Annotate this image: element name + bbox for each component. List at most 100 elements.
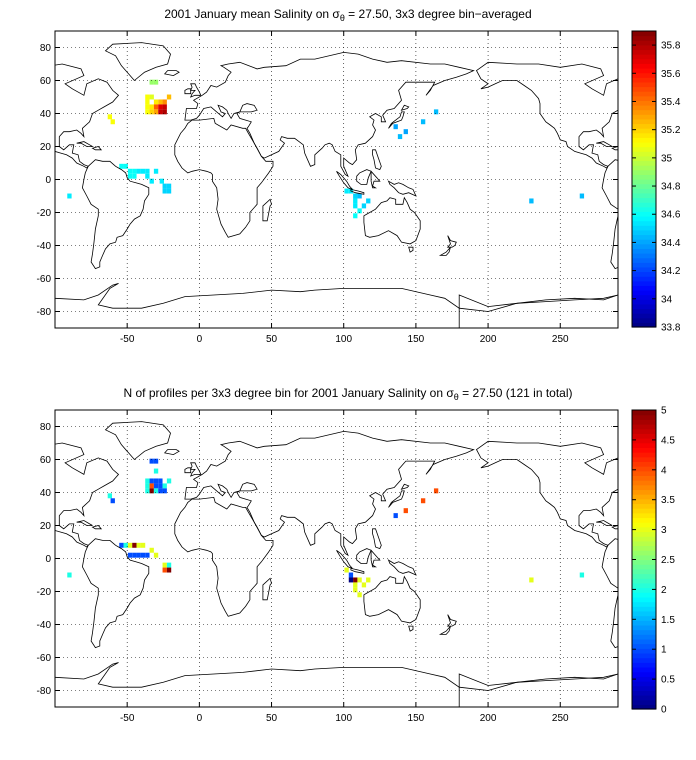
- coastline: [91, 525, 103, 530]
- coastline: [356, 548, 372, 564]
- data-cell: [149, 79, 154, 85]
- coastline: [475, 440, 618, 548]
- colorbar-swatch: [632, 72, 656, 78]
- coastline: [370, 549, 381, 568]
- chart-title: 2001 January mean Salinity on σθ = 27.50…: [164, 7, 531, 23]
- coastline: [446, 614, 457, 627]
- y-tick-label: 40: [40, 109, 52, 120]
- x-tick-label: -50: [120, 713, 135, 724]
- map-content: [55, 410, 696, 707]
- colorbar-swatch: [632, 179, 656, 185]
- data-cell: [159, 178, 164, 184]
- colorbar-tick-label: 34.6: [661, 210, 681, 221]
- colorbar-swatch: [632, 308, 656, 314]
- data-cell: [162, 109, 167, 115]
- coastline: [76, 520, 93, 526]
- coastline: [184, 467, 192, 474]
- colorbar-swatch: [632, 410, 656, 416]
- colorbar-swatch: [632, 438, 656, 444]
- data-cell: [149, 94, 154, 100]
- colorbar-swatch: [632, 280, 656, 286]
- colorbar-swatch: [632, 522, 656, 528]
- coastline: [400, 104, 410, 111]
- data-cell: [162, 567, 167, 573]
- data-cell: [166, 478, 172, 484]
- colorbar-swatch: [632, 40, 656, 46]
- data-cell: [153, 109, 159, 115]
- colorbar-swatch: [632, 484, 656, 491]
- colorbar-tick-label: 2.5: [661, 555, 675, 566]
- data-cell: [403, 508, 408, 514]
- x-tick-label: 100: [335, 334, 352, 345]
- data-cell: [119, 542, 124, 548]
- coastline: [684, 450, 696, 455]
- data-cell: [145, 488, 150, 494]
- colorbar-swatch: [632, 225, 656, 231]
- colorbar-swatch: [632, 49, 656, 55]
- data-cell: [420, 498, 426, 504]
- data-cell: [145, 483, 150, 489]
- data-cell: [353, 582, 358, 588]
- colorbar-swatch: [632, 262, 656, 268]
- coastline: [350, 567, 365, 574]
- data-cell: [140, 542, 146, 548]
- data-cell: [403, 129, 408, 135]
- colorbar-frame: [631, 30, 657, 328]
- colorbar-swatch: [632, 615, 656, 621]
- colorbar-swatch: [632, 508, 656, 514]
- colorbar-swatch: [632, 160, 656, 166]
- y-tick-label: 60: [40, 455, 52, 466]
- data-cell: [149, 109, 154, 115]
- data-cell: [67, 193, 72, 199]
- colorbar-tick-label: 3: [661, 525, 667, 536]
- colorbar-swatch: [632, 676, 656, 682]
- coastline: [163, 449, 180, 456]
- colorbar-swatch: [632, 540, 656, 547]
- coastline: [458, 673, 618, 707]
- data-cell: [123, 542, 128, 548]
- coastline: [363, 196, 421, 245]
- coastline: [262, 577, 272, 601]
- colorbar-swatch: [632, 587, 656, 593]
- colorbar-swatch: [632, 313, 656, 319]
- colorbar-swatch: [632, 564, 656, 570]
- data-cell: [153, 99, 159, 105]
- colorbar-tick-label: 3.5: [661, 495, 675, 506]
- y-tick-label: -40: [37, 241, 52, 252]
- coastline: [184, 51, 475, 178]
- coastline: [611, 525, 618, 530]
- colorbar-swatch: [632, 662, 656, 668]
- colorbar-swatch: [632, 155, 656, 162]
- colorbar-tick-label: 5: [661, 406, 667, 417]
- colorbar-tick-label: 35: [661, 153, 673, 164]
- colorbar-swatch: [632, 568, 656, 575]
- colorbar-swatch: [632, 220, 656, 226]
- colorbar-swatch: [632, 652, 656, 659]
- colorbar-swatch: [632, 592, 656, 598]
- x-tick-label: 150: [408, 334, 425, 345]
- coastline: [81, 159, 150, 270]
- colorbar-swatch: [632, 257, 656, 263]
- coastline: [684, 71, 696, 76]
- y-tick-label: -40: [37, 620, 52, 631]
- coastline: [356, 169, 372, 185]
- data-cell: [136, 552, 141, 558]
- colorbar-swatch: [632, 188, 656, 194]
- colorbar-swatch: [632, 634, 656, 640]
- colorbar-swatch: [632, 694, 656, 701]
- colorbar-swatch: [632, 578, 656, 584]
- data-cell: [127, 173, 133, 179]
- coastline: [189, 83, 202, 98]
- colorbar-swatch: [632, 91, 656, 97]
- plot-area: [55, 410, 618, 707]
- y-tick-label: -80: [37, 686, 52, 697]
- x-tick-label: -50: [120, 334, 135, 345]
- data-cell: [149, 178, 154, 184]
- data-cell: [67, 572, 72, 578]
- data-cell: [158, 483, 163, 489]
- y-tick-label: 60: [40, 76, 52, 87]
- data-cell: [149, 488, 154, 494]
- coastline: [262, 198, 272, 222]
- data-cell: [348, 572, 354, 578]
